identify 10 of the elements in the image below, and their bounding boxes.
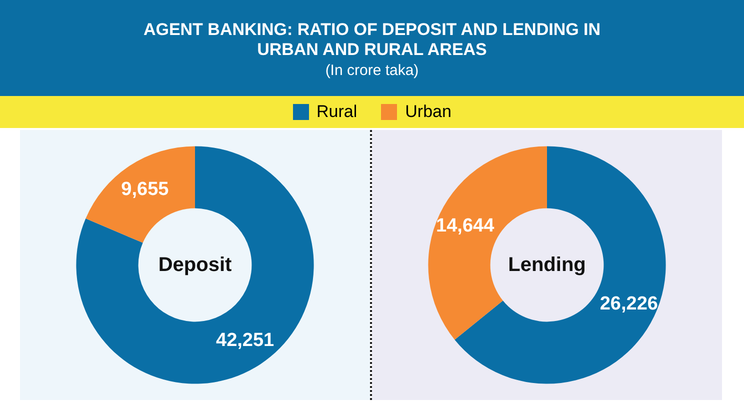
data-label: 26,226 (600, 294, 658, 315)
data-label: 14,644 (436, 215, 495, 236)
text: Lending (508, 254, 586, 276)
chart-subtitle: (In crore taka) (324, 62, 420, 79)
legend-label: Urban (405, 102, 452, 122)
data-label: 9,655 (121, 178, 170, 200)
data-label: 42,251 (216, 330, 275, 352)
chart-title: AGENT BANKING: RATIO OF DEPOSIT AND LENDING IN URBAN AND RURAL AREAS (142, 20, 602, 60)
text: Deposit (158, 254, 232, 276)
legend-label: Rural (316, 102, 358, 122)
